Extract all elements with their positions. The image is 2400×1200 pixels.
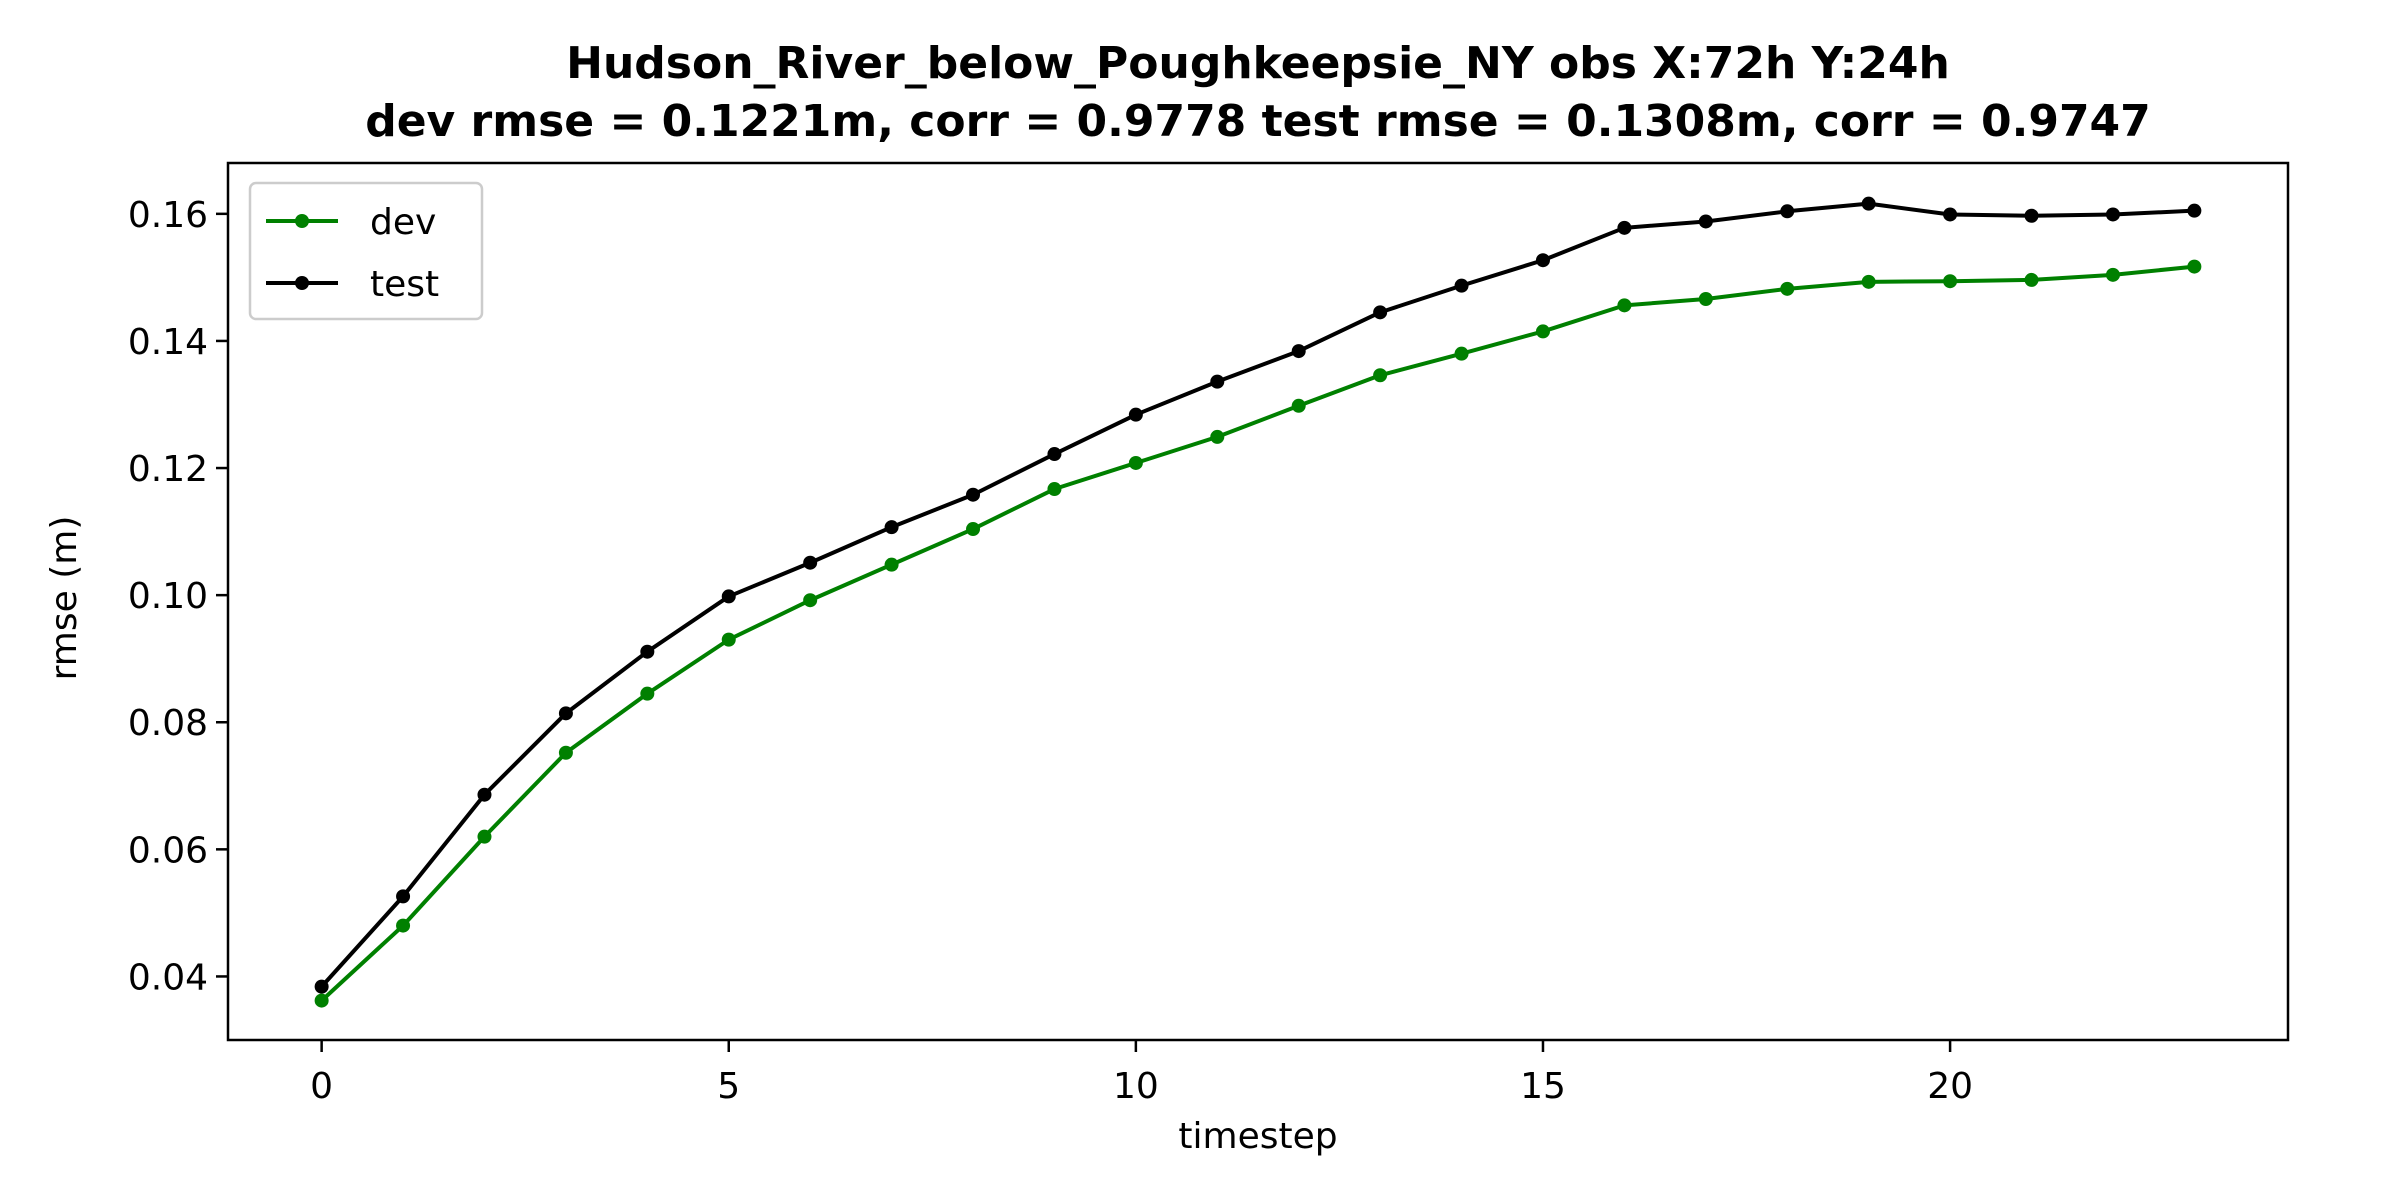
data-point-dev-1 (396, 918, 411, 933)
data-point-dev-4 (640, 686, 655, 701)
data-point-test-19 (1861, 196, 1876, 211)
data-point-dev-22 (2105, 267, 2120, 282)
chart-title-line1: Hudson_River_below_Poughkeepsie_NY obs X… (566, 38, 1950, 89)
x-tick-label-3: 15 (1520, 1066, 1566, 1107)
data-point-test-13 (1373, 305, 1388, 320)
data-point-dev-17 (1698, 291, 1713, 306)
data-point-test-21 (2024, 208, 2039, 223)
data-point-test-17 (1698, 214, 1713, 229)
x-tick-label-1: 5 (717, 1066, 740, 1107)
data-point-dev-2 (477, 829, 492, 844)
data-point-test-11 (1210, 374, 1225, 389)
chart-title-line2: dev rmse = 0.1221m, corr = 0.9778 test r… (365, 96, 2151, 147)
legend-label-dev: dev (370, 202, 436, 243)
data-point-dev-12 (1291, 398, 1306, 413)
data-point-dev-14 (1454, 346, 1469, 361)
data-point-test-23 (2187, 203, 2202, 218)
y-tick-label-3: 0.10 (128, 576, 208, 617)
data-point-test-3 (558, 706, 573, 721)
series-line-dev (320, 264, 2195, 1003)
data-point-test-14 (1454, 278, 1469, 293)
data-point-test-5 (721, 589, 736, 604)
data-point-test-9 (1047, 447, 1062, 462)
data-point-dev-11 (1210, 429, 1225, 444)
y-tick-label-5: 0.14 (128, 322, 208, 363)
y-tick-label-1: 0.06 (128, 830, 208, 871)
x-axis-label: timestep (1178, 1116, 1337, 1157)
legend-marker-dev (295, 214, 309, 228)
data-point-dev-21 (2024, 272, 2039, 287)
data-point-test-12 (1291, 344, 1306, 359)
data-point-dev-0 (314, 993, 329, 1008)
data-point-dev-10 (1128, 455, 1143, 470)
data-point-dev-8 (966, 522, 981, 537)
y-axis-label: rmse (m) (44, 516, 85, 681)
data-point-dev-19 (1861, 274, 1876, 289)
legend-marker-test (295, 276, 309, 290)
data-point-dev-6 (803, 593, 818, 608)
data-point-test-15 (1535, 253, 1550, 268)
plot-frame (226, 161, 2290, 1042)
y-tick-label-2: 0.08 (128, 703, 208, 744)
data-point-test-22 (2105, 207, 2120, 222)
data-point-dev-7 (884, 557, 899, 572)
data-point-test-0 (314, 979, 329, 994)
data-point-test-20 (1943, 207, 1958, 222)
data-point-test-1 (396, 889, 411, 904)
y-tick-label-4: 0.12 (128, 449, 208, 490)
legend-box (248, 181, 484, 321)
x-tick-label-4: 20 (1927, 1066, 1973, 1107)
data-point-test-16 (1617, 220, 1632, 235)
data-point-test-8 (966, 487, 981, 502)
data-point-dev-20 (1943, 274, 1958, 289)
data-point-dev-9 (1047, 482, 1062, 497)
data-point-dev-16 (1617, 298, 1632, 313)
y-tick-label-0: 0.04 (128, 957, 208, 998)
data-point-test-18 (1780, 204, 1795, 219)
data-point-dev-15 (1535, 324, 1550, 339)
data-point-dev-23 (2187, 259, 2202, 274)
data-point-test-4 (640, 644, 655, 659)
data-point-dev-13 (1373, 368, 1388, 383)
y-tick-label-6: 0.16 (128, 195, 208, 236)
data-point-dev-5 (721, 632, 736, 647)
data-point-test-7 (884, 520, 899, 535)
x-tick-label-0: 0 (310, 1066, 333, 1107)
legend-label-test: test (370, 264, 439, 305)
data-point-dev-18 (1780, 281, 1795, 296)
data-point-test-10 (1128, 407, 1143, 422)
series-line-test (320, 201, 2195, 988)
data-point-test-6 (803, 555, 818, 570)
data-point-dev-3 (558, 745, 573, 760)
x-tick-label-2: 10 (1113, 1066, 1159, 1107)
data-point-test-2 (477, 787, 492, 802)
